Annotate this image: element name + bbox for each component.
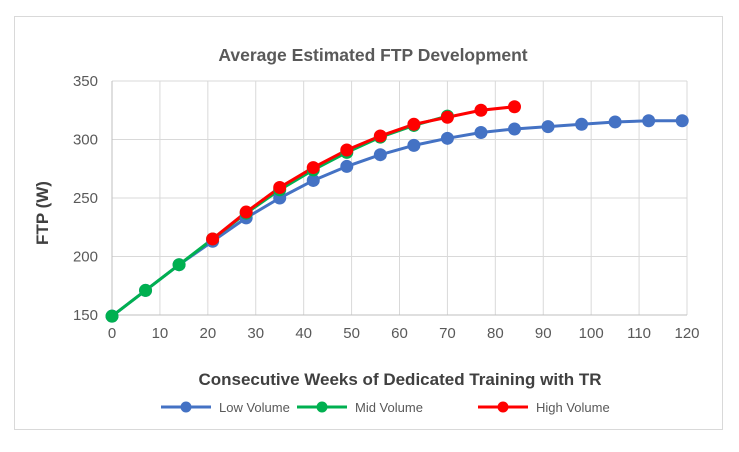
x-tick-label: 30 bbox=[247, 325, 264, 342]
series-line-mid-volume bbox=[111, 114, 448, 318]
data-point-high-volume bbox=[273, 180, 287, 194]
series-line-low-volume bbox=[111, 119, 683, 318]
axes bbox=[111, 81, 687, 316]
data-point-low-volume bbox=[306, 173, 320, 187]
data-point-low-volume bbox=[508, 122, 521, 136]
x-tick-label: 10 bbox=[152, 325, 169, 342]
x-tick-label: 70 bbox=[439, 325, 456, 342]
data-point-low-volume bbox=[474, 125, 488, 139]
x-tick-label: 80 bbox=[487, 325, 504, 342]
line-chart: Average Estimated FTP Development 0 10 20 3… bbox=[33, 45, 700, 415]
chart-title: Average Estimated FTP Development bbox=[218, 45, 527, 65]
data-point-high-volume bbox=[373, 129, 387, 143]
data-point-mid-volume bbox=[105, 309, 119, 323]
legend-marker-high-volume bbox=[497, 401, 509, 413]
data-point-low-volume bbox=[541, 120, 555, 134]
data-point-high-volume bbox=[508, 100, 521, 114]
data-point-low-volume bbox=[608, 115, 622, 129]
legend-item-high-volume: High Volume bbox=[478, 400, 610, 415]
y-tick-label: 150 bbox=[73, 307, 98, 324]
legend-label: High Volume bbox=[536, 400, 610, 415]
data-point-high-volume bbox=[340, 143, 354, 157]
data-point-low-volume bbox=[407, 138, 421, 152]
y-tick-label: 250 bbox=[73, 190, 98, 207]
tick-labels: 0 10 20 30 40 50 60 70 80 90 100 110 120 150 200 250 300… bbox=[73, 73, 700, 342]
data-point-high-volume bbox=[440, 110, 454, 124]
data-point-mid-volume bbox=[172, 258, 186, 272]
legend-item-mid-volume: Mid Volume bbox=[297, 400, 423, 415]
data-point-mid-volume bbox=[139, 283, 153, 297]
data-point-low-volume bbox=[340, 159, 354, 173]
series-lines bbox=[111, 105, 683, 318]
legend-marker-low-volume bbox=[180, 401, 192, 413]
data-point-low-volume bbox=[373, 148, 387, 162]
x-axis-title: Consecutive Weeks of Dedicated Training … bbox=[198, 370, 601, 389]
legend-marker-mid-volume bbox=[316, 401, 328, 413]
x-tick-label: 90 bbox=[535, 325, 552, 342]
x-tick-label: 0 bbox=[108, 325, 116, 342]
data-point-low-volume bbox=[642, 114, 656, 128]
legend-label: Low Volume bbox=[219, 400, 290, 415]
legend-item-low-volume: Low Volume bbox=[161, 400, 290, 415]
series-line-high-volume bbox=[211, 105, 515, 241]
y-tick-label: 350 bbox=[73, 73, 98, 90]
x-tick-label: 120 bbox=[674, 325, 699, 342]
y-axis-title: FTP (W) bbox=[33, 181, 52, 245]
data-point-low-volume bbox=[575, 117, 589, 131]
x-tick-label: 100 bbox=[579, 325, 604, 342]
series-points bbox=[105, 100, 689, 323]
x-tick-label: 60 bbox=[391, 325, 408, 342]
data-point-high-volume bbox=[206, 232, 220, 246]
y-tick-label: 200 bbox=[73, 249, 98, 266]
data-point-low-volume bbox=[675, 114, 689, 128]
y-tick-label: 300 bbox=[73, 132, 98, 149]
chart-frame: Average Estimated FTP Development 0 10 20 3… bbox=[14, 16, 723, 430]
data-point-high-volume bbox=[407, 117, 421, 131]
gridlines bbox=[112, 80, 688, 315]
data-point-high-volume bbox=[306, 161, 320, 175]
data-point-high-volume bbox=[239, 205, 253, 219]
legend-label: Mid Volume bbox=[355, 400, 423, 415]
legend: Low Volume Mid Volume High Volume bbox=[161, 400, 610, 415]
x-tick-label: 40 bbox=[295, 325, 312, 342]
x-tick-label: 110 bbox=[627, 325, 651, 342]
x-tick-label: 20 bbox=[199, 325, 216, 342]
data-point-high-volume bbox=[474, 103, 488, 117]
x-tick-label: 50 bbox=[343, 325, 360, 342]
data-point-low-volume bbox=[440, 131, 454, 145]
